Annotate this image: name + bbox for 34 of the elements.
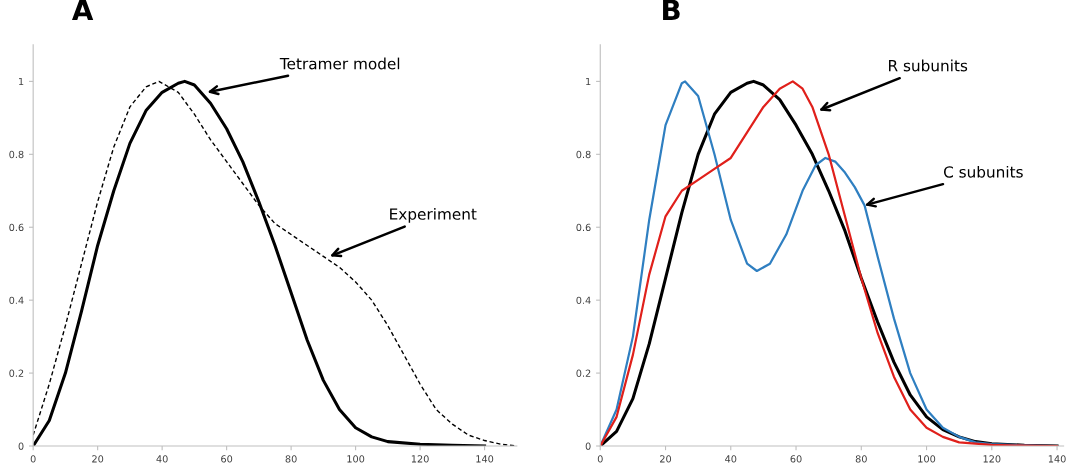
x-tick-label: 80: [855, 455, 867, 463]
x-tick-label: 0: [30, 455, 36, 463]
x-tick-label: 80: [285, 455, 297, 463]
annotation: C subunits: [943, 165, 1023, 178]
x-tick-label: 40: [725, 455, 737, 463]
y-tick-label: 0: [18, 442, 24, 450]
y-tick-label: 0.4: [576, 296, 591, 304]
y-tick-label: 1: [586, 78, 591, 86]
annotation: R subunits: [889, 59, 968, 72]
x-tick-label: 0: [597, 455, 603, 463]
chart-title: B: [663, 0, 680, 20]
chart-title: A: [72, 0, 94, 20]
x-tick-label: 20: [92, 455, 104, 463]
x-tick-label: 40: [156, 455, 168, 463]
y-tick-label: 0.2: [576, 369, 591, 377]
x-tick-label: 140: [1048, 455, 1066, 463]
y-tick-label: 0.6: [9, 223, 24, 232]
y-tick-label: 1: [19, 78, 24, 86]
x-tick-label: 140: [476, 455, 494, 463]
y-tick-label: 0.2: [9, 369, 24, 377]
annotation: Tetramer model: [279, 57, 400, 70]
y-tick-label: 0: [585, 442, 591, 450]
y-tick-label: 0.6: [576, 223, 591, 232]
y-tick-label: 0.8: [576, 150, 591, 159]
x-tick-label: 100: [347, 455, 365, 463]
annotation: Experiment: [390, 207, 477, 223]
y-tick-label: 0.4: [9, 296, 24, 304]
x-tick-label: 60: [790, 455, 802, 463]
x-tick-label: 20: [660, 455, 672, 463]
x-tick-label: 60: [221, 455, 233, 463]
x-tick-label: 120: [983, 455, 1001, 463]
x-tick-label: 120: [411, 455, 429, 463]
x-tick-label: 100: [918, 455, 936, 463]
y-tick-label: 0.8: [9, 150, 24, 159]
